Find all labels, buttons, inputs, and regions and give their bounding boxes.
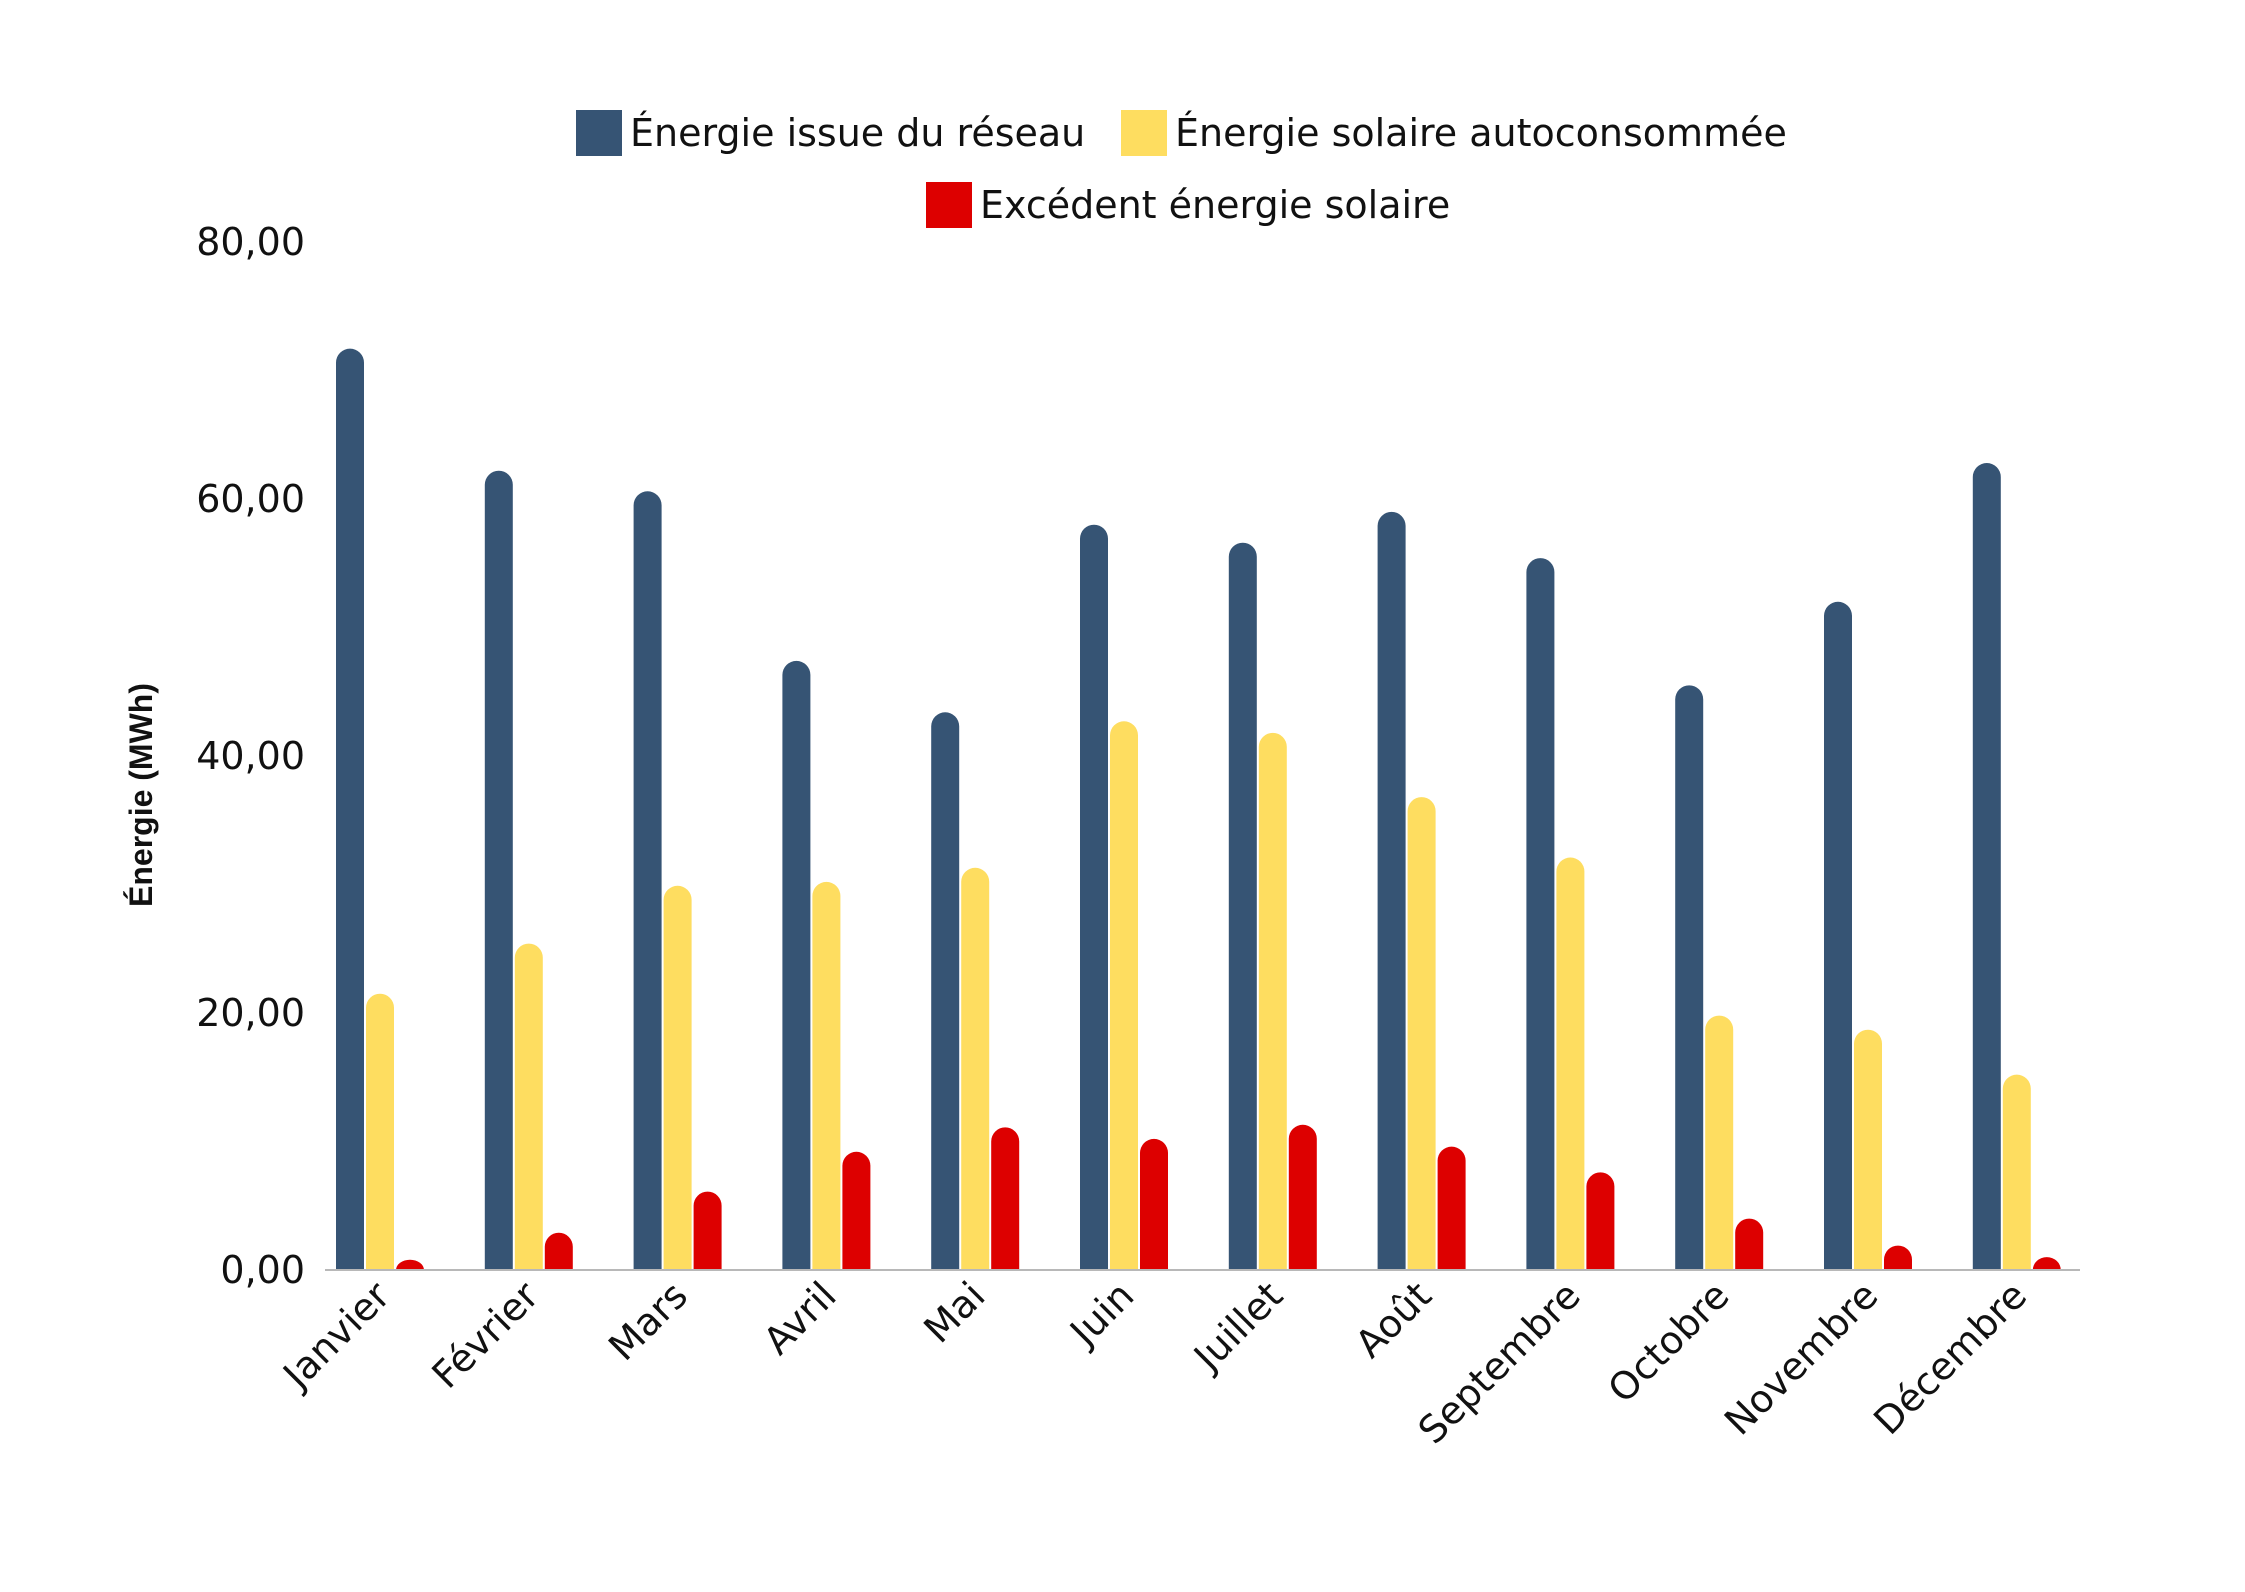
bar-energie-solaire-autoconsommee-avril [812,881,841,1270]
legend-swatch [1121,110,1167,156]
x-tick-label-mars: Mars [600,1273,696,1369]
bar-energie-issue-du-reseau-fevrier [484,470,513,1270]
bar-group-janvier [336,348,424,1270]
bar-excedent-energie-solaire-fevrier [544,1232,573,1270]
bar-energie-solaire-autoconsommee-mars [663,885,692,1270]
bar-energie-issue-du-reseau-octobre [1675,685,1704,1270]
legend: Énergie issue du réseau Énergie solaire a… [576,110,1787,228]
bar-energie-issue-du-reseau-decembre [1972,463,2001,1270]
bar-energie-issue-du-reseau-novembre [1824,601,1852,1270]
bar-group-octobre [1675,685,1764,1270]
legend-label: Énergie solaire autoconsommée [1175,111,1787,155]
y-tick-label: 0,00 [220,1248,305,1292]
y-axis: 0,00 20,00 40,00 60,00 80,00 [196,220,305,1292]
bar-excedent-energie-solaire-novembre [1884,1245,1912,1270]
bar-energie-solaire-autoconsommee-octobre [1705,1015,1734,1270]
bar-group-juin [1080,524,1168,1270]
bar-excedent-energie-solaire-avril [842,1151,871,1270]
bar-group-decembre [1972,463,2061,1270]
bars [336,348,2061,1271]
bar-excedent-energie-solaire-juin [1140,1138,1168,1270]
bar-group-mai [931,712,1020,1270]
legend-item-energie-issue-du-reseau: Énergie issue du réseau [576,110,1085,156]
bar-excedent-energie-solaire-juillet [1288,1124,1317,1270]
legend-item-excedent-energie-solaire: Excédent énergie solaire [926,182,1450,228]
x-tick-label-juillet: Juillet [1184,1273,1291,1380]
x-tick-label-novembre: Novembre [1716,1273,1886,1443]
bar-excedent-energie-solaire-septembre [1586,1172,1615,1270]
bar-excedent-energie-solaire-mai [991,1127,1020,1270]
bar-energie-issue-du-reseau-aout [1377,511,1406,1271]
bar-energie-solaire-autoconsommee-aout [1407,797,1436,1270]
bar-excedent-energie-solaire-octobre [1735,1218,1764,1270]
x-tick-label-juin: Juin [1060,1273,1142,1355]
bar-excedent-energie-solaire-mars [693,1191,722,1270]
bar-energie-issue-du-reseau-juillet [1228,542,1257,1270]
bar-group-mars [633,491,722,1270]
x-tick-label-decembre: Décembre [1865,1273,2035,1443]
bar-group-fevrier [484,470,573,1270]
bar-energie-issue-du-reseau-mars [633,491,662,1270]
bar-energie-issue-du-reseau-septembre [1526,558,1555,1270]
y-tick-label: 20,00 [196,991,305,1035]
bar-energie-solaire-autoconsommee-decembre [2002,1074,2031,1270]
x-tick-label-fevrier: Février [424,1273,548,1397]
bar-energie-solaire-autoconsommee-juillet [1258,732,1287,1270]
x-tick-label-octobre: Octobre [1600,1273,1738,1411]
x-tick-label-mai: Mai [915,1273,993,1351]
y-tick-label: 80,00 [196,220,305,264]
bar-excedent-energie-solaire-janvier [396,1259,424,1270]
bar-energie-issue-du-reseau-mai [931,712,960,1270]
y-axis-label: Énergie (MWh) [123,683,159,907]
bar-energie-solaire-autoconsommee-septembre [1556,857,1585,1270]
bar-energie-solaire-autoconsommee-juin [1110,721,1138,1270]
legend-swatch [926,182,972,228]
bar-energie-issue-du-reseau-avril [782,660,811,1270]
bar-excedent-energie-solaire-aout [1437,1146,1466,1270]
bar-energie-issue-du-reseau-juin [1080,524,1108,1270]
bar-excedent-energie-solaire-decembre [2032,1257,2061,1270]
bar-group-juillet [1228,542,1317,1270]
bar-energie-solaire-autoconsommee-fevrier [514,943,543,1270]
bar-energie-solaire-autoconsommee-mai [961,867,990,1270]
legend-label: Excédent énergie solaire [980,183,1450,227]
legend-swatch [576,110,622,156]
legend-label: Énergie issue du réseau [630,111,1085,155]
bar-group-novembre [1824,601,1912,1270]
bar-group-aout [1377,511,1466,1271]
x-axis: Janvier Février Mars Avril Mai Juin Juillet Aoû… [273,1273,2035,1452]
bar-group-avril [782,660,871,1270]
x-tick-label-aout: Août [1347,1273,1440,1366]
bar-group-septembre [1526,558,1615,1270]
legend-item-energie-solaire-autoconsommee: Énergie solaire autoconsommée [1121,110,1787,156]
bar-energie-solaire-autoconsommee-novembre [1854,1029,1882,1270]
bar-energie-issue-du-reseau-janvier [336,348,364,1270]
x-tick-label-septembre: Septembre [1410,1273,1589,1452]
y-tick-label: 60,00 [196,477,305,521]
y-tick-label: 40,00 [196,734,305,778]
bar-energie-solaire-autoconsommee-janvier [366,993,394,1270]
x-tick-label-avril: Avril [755,1273,845,1363]
